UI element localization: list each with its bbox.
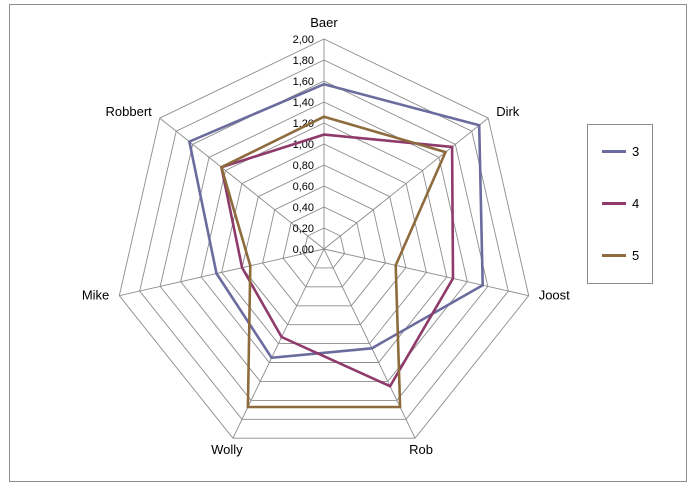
grid-ring — [282, 206, 366, 288]
legend-label-series-2: 4 — [632, 195, 640, 211]
tick-label: 1,60 — [293, 76, 314, 88]
grid-ring — [159, 80, 489, 401]
legend-item-series-2: 4 — [602, 195, 639, 211]
legend-item-series-1: 3 — [602, 143, 639, 159]
series-line-2 — [219, 133, 455, 388]
tick-label: 0,20 — [293, 223, 314, 235]
legend-swatch-series-1 — [602, 149, 626, 153]
legend: 3 4 5 — [587, 124, 653, 284]
grid-ring — [139, 59, 509, 420]
tick-label: 2,00 — [293, 34, 314, 46]
legend-swatch-series-2 — [602, 201, 626, 205]
tick-label: 1,80 — [293, 55, 314, 67]
category-label: Dirk — [496, 104, 520, 119]
category-label: Wolly — [211, 442, 243, 457]
category-label: Rob — [409, 442, 433, 457]
legend-swatch-series-3 — [602, 253, 626, 257]
legend-label-series-1: 3 — [632, 143, 640, 159]
legend-label-series-3: 5 — [632, 247, 640, 263]
grid-ring — [221, 143, 427, 345]
category-label: Baer — [310, 15, 338, 30]
tick-label: 0,40 — [293, 202, 314, 214]
category-label: Robbert — [106, 104, 153, 119]
grid-ring — [200, 122, 448, 363]
axis-spoke — [119, 248, 325, 297]
category-label: Mike — [82, 288, 109, 303]
grid-ring — [180, 101, 468, 382]
tick-label: 1,20 — [293, 118, 314, 130]
grid-ring — [303, 227, 345, 269]
category-label: Joost — [539, 288, 570, 303]
axis-spoke — [323, 117, 489, 250]
chart-area — [9, 4, 687, 482]
tick-label: 0,00 — [293, 244, 314, 256]
series-line-3 — [219, 115, 448, 409]
axis-spoke — [159, 117, 325, 250]
legend-item-series-3: 5 — [602, 247, 639, 263]
grid-ring — [241, 164, 407, 326]
tick-label: 0,80 — [293, 160, 314, 172]
grid-ring — [118, 38, 530, 439]
series-line-1 — [187, 82, 485, 360]
grid-ring — [262, 185, 386, 307]
tick-label: 1,40 — [293, 97, 314, 109]
axis-spoke — [323, 248, 529, 297]
tick-label: 0,60 — [293, 181, 314, 193]
